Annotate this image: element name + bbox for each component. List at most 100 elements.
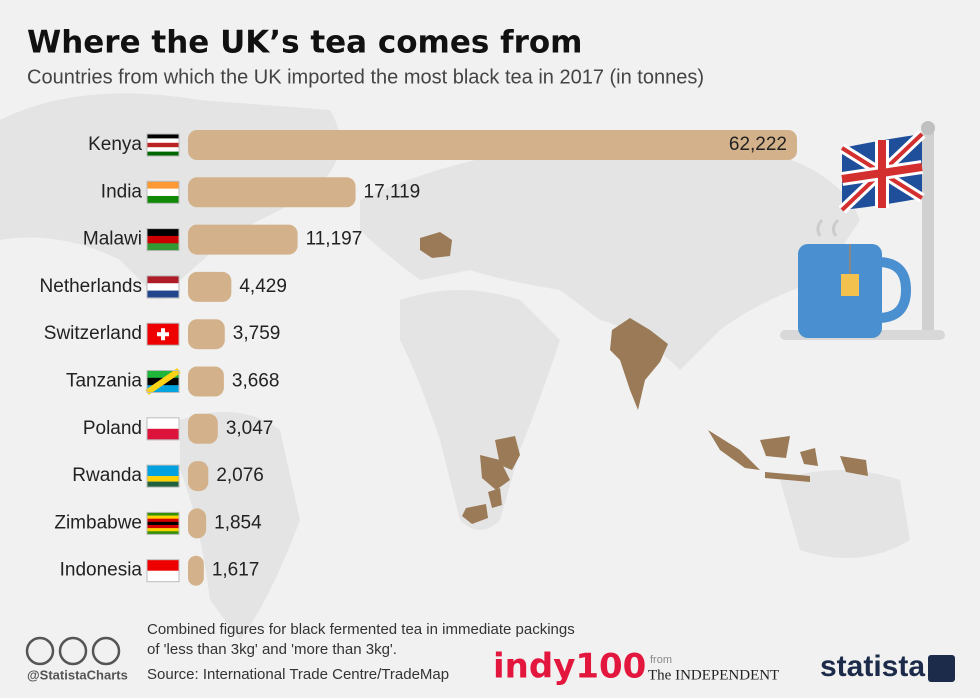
bar	[188, 366, 224, 397]
flag-stripe	[147, 147, 179, 152]
bar	[188, 130, 797, 160]
source: Source: International Trade Centre/Trade…	[147, 666, 449, 683]
uk-flag-illustration	[780, 121, 945, 340]
bar	[188, 461, 209, 492]
chart-subtitle: Countries from which the UK imported the…	[27, 66, 704, 88]
flag	[146, 180, 180, 204]
license-icons	[25, 636, 121, 666]
bar	[188, 508, 207, 539]
flag-diagonal	[145, 368, 181, 395]
flag-stripe	[147, 570, 179, 582]
flag-border	[146, 180, 180, 204]
flag-stripe	[147, 481, 179, 488]
value-label: 3,668	[232, 371, 280, 392]
statista-logo: statista	[820, 650, 925, 683]
bar	[188, 413, 218, 444]
flag-stripe	[147, 428, 179, 441]
flag-stripe	[147, 228, 179, 237]
flag-stripe	[147, 275, 179, 284]
category-label: Zimbabwe	[54, 512, 142, 533]
flag-stripe	[147, 283, 179, 291]
flag-stripe	[147, 370, 179, 379]
indy100-logo: indy100	[493, 647, 646, 687]
value-label: 3,047	[226, 418, 274, 439]
flag-stripe	[147, 512, 179, 516]
value-label: 62,222	[729, 134, 787, 155]
flag-stripe	[147, 142, 179, 148]
chart-title: Where the UK’s tea comes from	[27, 25, 583, 61]
flag	[146, 275, 180, 299]
flag-stripe	[147, 385, 179, 393]
flag-stripe	[147, 138, 179, 144]
flag-stripe	[147, 524, 179, 529]
bar	[188, 555, 204, 586]
flag-stripe	[147, 476, 179, 482]
value-label: 4,429	[239, 276, 287, 297]
category-label: Poland	[83, 418, 142, 439]
value-label: 2,076	[216, 465, 264, 486]
value-label: 1,617	[212, 560, 260, 581]
bar	[188, 319, 225, 350]
from-label: from	[650, 654, 672, 666]
category-label: Malawi	[83, 229, 142, 250]
independent-logo: The INDEPENDENT	[648, 667, 779, 683]
flag-border	[146, 228, 180, 252]
flag	[146, 511, 180, 535]
flag-stripe	[147, 528, 179, 532]
flag-border	[146, 322, 180, 346]
value-label: 11,197	[306, 229, 363, 250]
flag-stripe	[147, 134, 179, 139]
flag-stripe	[147, 290, 179, 299]
category-label: Indonesia	[60, 560, 143, 581]
flag-stripe	[147, 195, 179, 204]
flag-stripe	[147, 151, 179, 157]
bar	[188, 271, 232, 302]
category-label: Rwanda	[72, 465, 142, 486]
flag	[145, 368, 181, 395]
flag-stripe	[147, 181, 179, 189]
category-label: Switzerland	[44, 323, 142, 344]
flag-stripe	[147, 531, 179, 535]
bar	[188, 224, 298, 255]
bars: Kenya 62,222 India 17,119 Malawi 11,197 Nether…	[40, 130, 797, 586]
flag	[146, 464, 180, 488]
world-map	[0, 93, 910, 640]
flag-stripe	[147, 417, 179, 430]
statista-icon	[928, 655, 955, 682]
note-line: Combined figures for black fermented tea…	[147, 621, 575, 638]
mug-illustration	[798, 218, 912, 338]
flag-border	[146, 370, 180, 393]
value-label: 17,119	[364, 181, 421, 202]
flag	[146, 417, 180, 441]
flag-border	[146, 133, 180, 157]
flag	[146, 228, 180, 252]
credit: @StatistaCharts	[27, 667, 128, 682]
flag-border	[146, 275, 180, 299]
flag-stripe	[147, 515, 179, 519]
flag-stripe	[147, 518, 179, 523]
category-label: India	[101, 181, 143, 202]
bar	[188, 177, 356, 208]
category-label: Kenya	[88, 134, 142, 155]
flag	[146, 322, 180, 346]
category-label: Netherlands	[40, 276, 142, 297]
highlighted-countries	[420, 232, 868, 524]
flag-border	[146, 464, 180, 488]
flag-border	[146, 417, 180, 441]
flag	[146, 559, 180, 583]
flag-stripe	[147, 188, 179, 197]
flag-stripe	[147, 559, 179, 571]
flag-stripe	[147, 235, 179, 244]
flag-stripe	[147, 243, 179, 251]
flag-stripe	[147, 521, 179, 526]
flag-stripe	[147, 465, 179, 477]
value-label: 1,854	[214, 512, 262, 533]
flag-cross	[157, 328, 169, 341]
category-label: Tanzania	[66, 371, 142, 392]
flag-border	[146, 559, 180, 583]
flag-border	[146, 511, 180, 535]
value-label: 3,759	[233, 323, 281, 344]
flag	[146, 133, 180, 157]
